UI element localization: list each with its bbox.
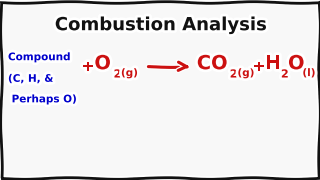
- Text: (C, H, &: (C, H, &: [8, 74, 53, 84]
- Text: Perhaps O): Perhaps O): [8, 94, 77, 104]
- Text: 2: 2: [230, 69, 237, 80]
- Text: +: +: [82, 59, 94, 74]
- Text: O: O: [94, 54, 111, 73]
- Text: CO: CO: [197, 54, 228, 73]
- Text: +: +: [253, 59, 266, 74]
- Text: 2: 2: [114, 69, 121, 80]
- Text: (g): (g): [121, 68, 138, 78]
- Text: H: H: [265, 54, 281, 73]
- Text: (l): (l): [302, 68, 316, 78]
- Text: 2: 2: [281, 69, 289, 80]
- Text: (g): (g): [237, 68, 254, 78]
- Text: O: O: [288, 54, 305, 73]
- Text: Compound: Compound: [8, 52, 71, 62]
- Text: Combustion Analysis: Combustion Analysis: [55, 16, 265, 34]
